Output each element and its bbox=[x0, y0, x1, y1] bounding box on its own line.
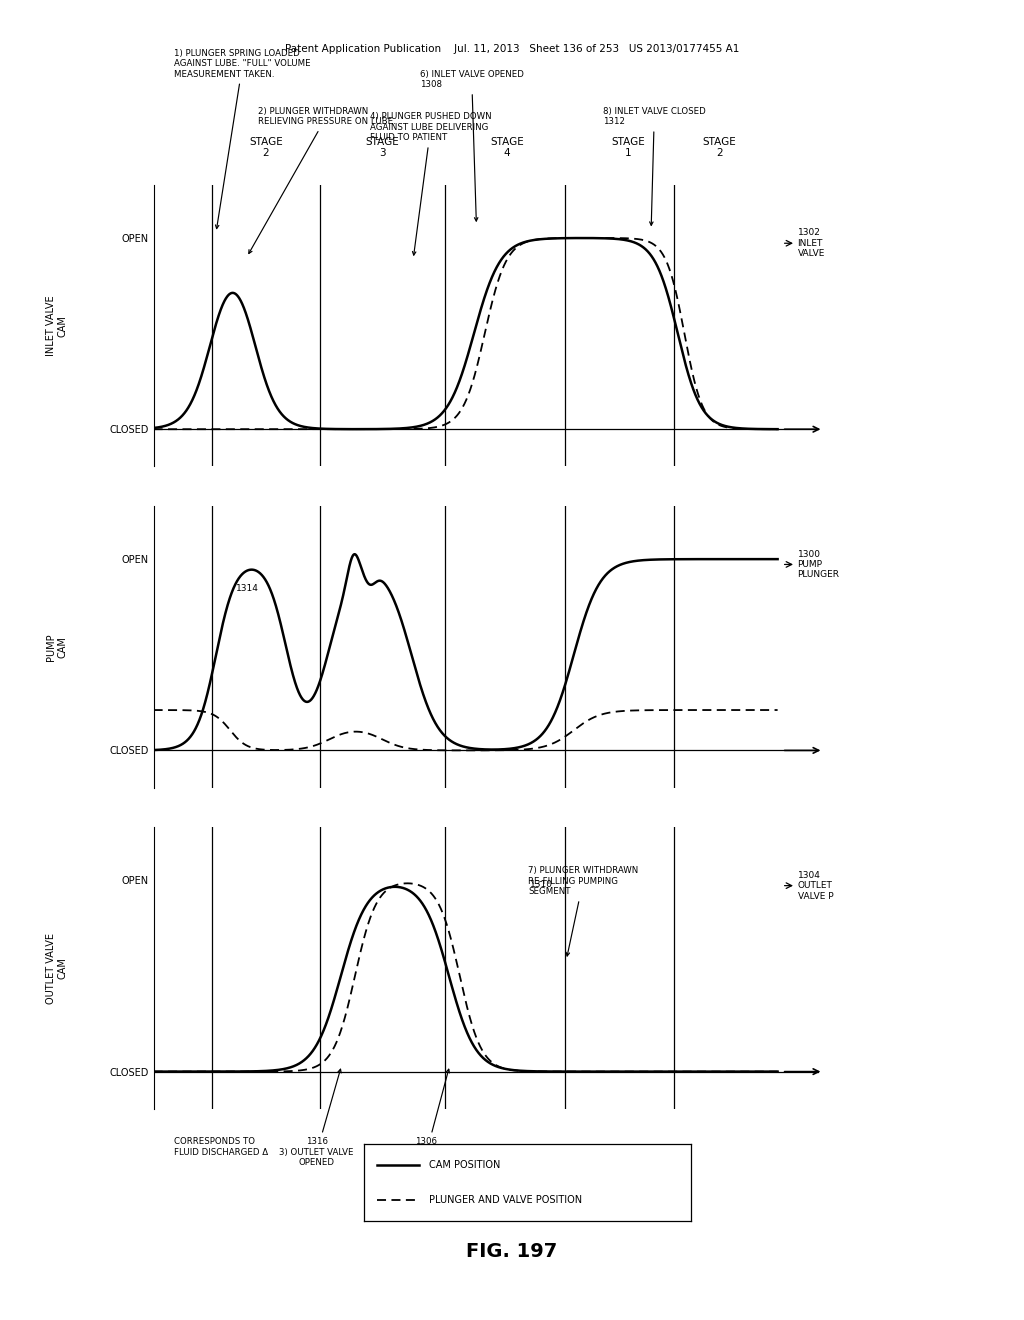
Text: 6) INLET VALVE OPENED
1308: 6) INLET VALVE OPENED 1308 bbox=[420, 70, 523, 220]
Y-axis label: INLET VALVE
CAM: INLET VALVE CAM bbox=[46, 296, 68, 356]
Text: 1310: 1310 bbox=[529, 880, 553, 888]
Text: 1302
INLET
VALVE: 1302 INLET VALVE bbox=[798, 228, 825, 259]
Text: STAGE
1: STAGE 1 bbox=[611, 137, 645, 158]
Text: STAGE
2: STAGE 2 bbox=[249, 137, 283, 158]
Text: 1306
5) OUTLET VALVE
CLOSED: 1306 5) OUTLET VALVE CLOSED bbox=[389, 1069, 464, 1167]
Text: STAGE
4: STAGE 4 bbox=[490, 137, 524, 158]
Text: PLUNGER AND VALVE POSITION: PLUNGER AND VALVE POSITION bbox=[429, 1196, 583, 1205]
Text: 1) PLUNGER SPRING LOADED
AGAINST LUBE. "FULL" VOLUME
MEASUREMENT TAKEN.: 1) PLUNGER SPRING LOADED AGAINST LUBE. "… bbox=[174, 49, 311, 228]
Y-axis label: PUMP
CAM: PUMP CAM bbox=[46, 634, 68, 660]
Text: STAGE
2: STAGE 2 bbox=[702, 137, 736, 158]
Text: CAM POSITION: CAM POSITION bbox=[429, 1160, 501, 1170]
Text: 7) PLUNGER WITHDRAWN
RE-FILLING PUMPING
SEGMENT: 7) PLUNGER WITHDRAWN RE-FILLING PUMPING … bbox=[528, 866, 638, 956]
Text: 8) INLET VALVE CLOSED
1312: 8) INLET VALVE CLOSED 1312 bbox=[603, 107, 706, 226]
Y-axis label: OUTLET VALVE
CAM: OUTLET VALVE CAM bbox=[46, 932, 68, 1003]
Text: 1300
PUMP
PLUNGER: 1300 PUMP PLUNGER bbox=[798, 549, 840, 579]
Text: 1316
3) OUTLET VALVE
OPENED: 1316 3) OUTLET VALVE OPENED bbox=[280, 1069, 354, 1167]
Text: STAGE
3: STAGE 3 bbox=[366, 137, 399, 158]
Text: 2) PLUNGER WITHDRAWN
RELIEVING PRESSURE ON LUBE.: 2) PLUNGER WITHDRAWN RELIEVING PRESSURE … bbox=[249, 107, 395, 253]
Text: 4) PLUNGER PUSHED DOWN
AGAINST LUBE DELIVERING
FLUID TO PATIENT: 4) PLUNGER PUSHED DOWN AGAINST LUBE DELI… bbox=[370, 112, 492, 255]
Text: 1304
OUTLET
VALVE P: 1304 OUTLET VALVE P bbox=[798, 871, 834, 900]
Text: Patent Application Publication    Jul. 11, 2013   Sheet 136 of 253   US 2013/017: Patent Application Publication Jul. 11, … bbox=[285, 44, 739, 54]
Text: 1314: 1314 bbox=[237, 585, 259, 594]
Text: CORRESPONDS TO
FLUID DISCHARGED Δ: CORRESPONDS TO FLUID DISCHARGED Δ bbox=[174, 1138, 268, 1156]
Text: FIG. 197: FIG. 197 bbox=[466, 1242, 558, 1261]
